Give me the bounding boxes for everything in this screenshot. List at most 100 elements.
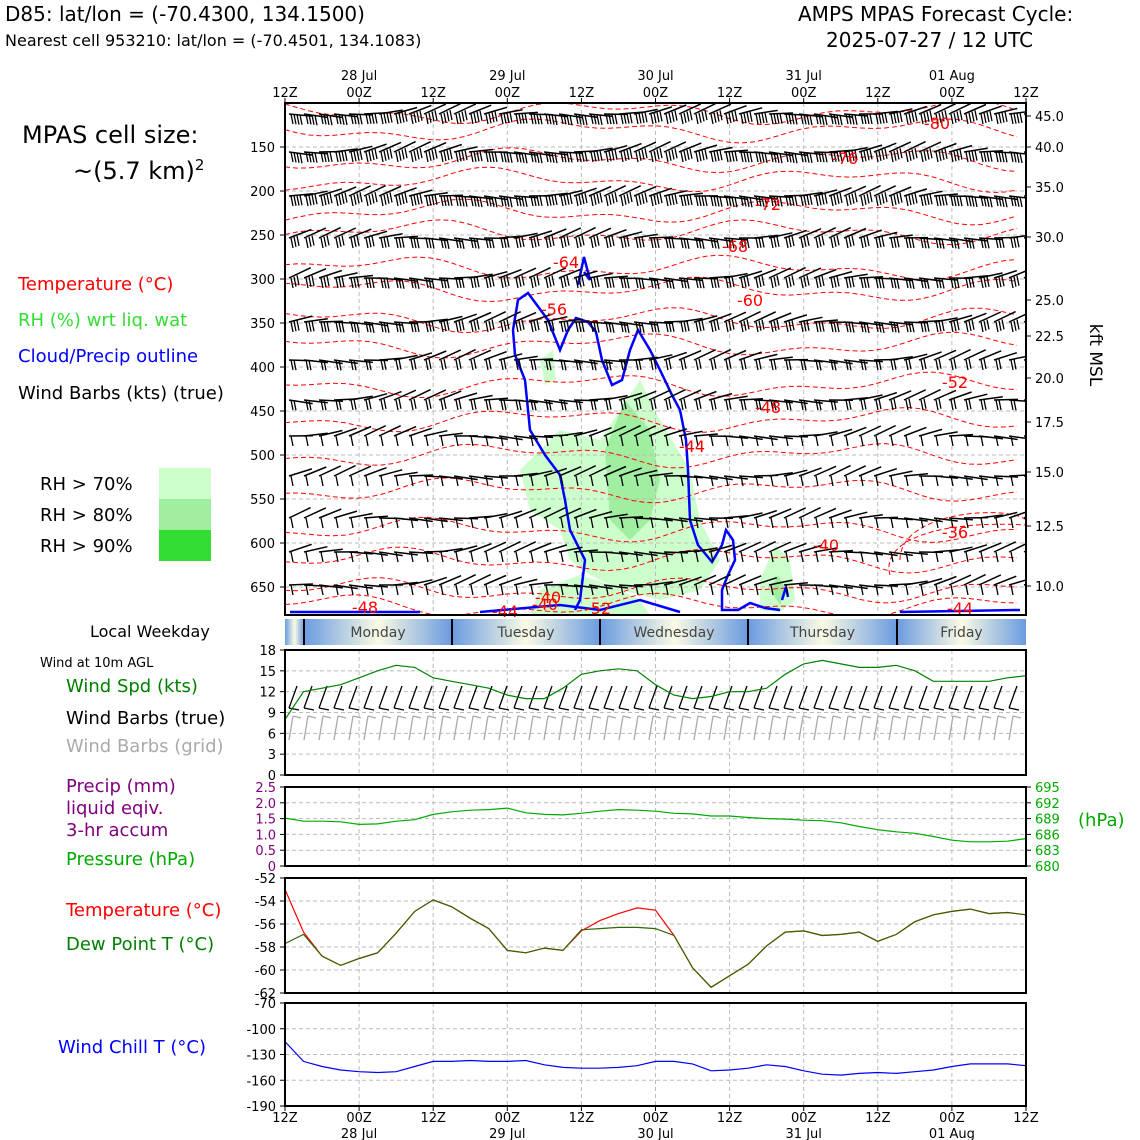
- wind-barb-feather: [851, 150, 855, 162]
- wind-barb-feather: [860, 195, 864, 207]
- wind-barb-feather: [1010, 151, 1014, 163]
- wind-barb-feather: [335, 399, 339, 411]
- wind-barb-shaft: [453, 574, 477, 586]
- wind-barb-feather: [938, 278, 942, 289]
- wind-barb-shaft: [993, 107, 1018, 115]
- wind-barb-feather: [1029, 321, 1031, 331]
- wind-barb-feather: [821, 152, 825, 163]
- wind-barb-feather: [473, 277, 477, 288]
- wind-barb-grid: [738, 715, 744, 741]
- wind-barb-shaft: [438, 103, 461, 115]
- wind-barb-feather: [359, 192, 363, 203]
- wind-barb-feather: [668, 150, 672, 161]
- wind-barb-feather: [905, 584, 909, 596]
- y-tick-label-pressure: 150: [250, 141, 275, 156]
- wind-barb-feather: [638, 359, 642, 370]
- wind-barb-shaft: [678, 192, 703, 197]
- wind-barb-feather: [875, 435, 879, 447]
- wind-barb-shaft: [783, 542, 807, 553]
- wind-barb-feather: [815, 435, 819, 447]
- wind-barb-shaft: [333, 227, 357, 239]
- wind-barb-feather: [488, 237, 492, 249]
- wind-barb-feather: [530, 321, 534, 333]
- wind-barb-feather: [713, 320, 717, 332]
- wind-barb-feather: [986, 111, 990, 123]
- wind-barb-feather: [488, 320, 492, 331]
- wind-barb-feather: [830, 321, 834, 333]
- wind-barb-shaft: [858, 551, 883, 556]
- wind-barb-grid: [663, 715, 669, 741]
- wind-barb-feather: [431, 195, 435, 206]
- wind-barb-shaft: [483, 475, 508, 479]
- wind-barb-feather: [986, 196, 990, 208]
- wind-barb-feather: [725, 399, 729, 411]
- wind-barb-feather: [926, 278, 930, 289]
- wind-barb-feather: [935, 475, 939, 487]
- wind-barb-feather: [686, 195, 690, 206]
- wind-barb-feather: [941, 238, 945, 249]
- wind-barb-shaft: [363, 143, 387, 153]
- wind-barb-true-feather: [363, 707, 375, 711]
- wind-barb-feather: [935, 399, 939, 411]
- wind-barb-feather: [809, 114, 813, 126]
- wind-barb-feather: [878, 359, 882, 371]
- wind-barb-feather: [800, 113, 804, 125]
- wind-barb-feather: [701, 278, 705, 289]
- wind-barb-grid-feather: [487, 715, 497, 719]
- wind-barb-true-feather: [468, 707, 480, 711]
- wind-barb-feather: [350, 399, 354, 411]
- wind-barb-feather: [380, 113, 384, 125]
- wind-barb-shaft: [318, 113, 343, 119]
- wind-barb-feather: [890, 151, 894, 163]
- wind-barb-true: [1008, 685, 1018, 709]
- wind-barb-feather: [590, 321, 594, 333]
- wind-barb-feather: [458, 358, 462, 369]
- wind-barb-feather: [890, 517, 894, 529]
- wind-barb-feather: [755, 551, 759, 563]
- wind-barb-shaft: [558, 431, 583, 437]
- wind-barb-feather: [761, 152, 765, 163]
- y-tick-label: 2.0: [255, 797, 276, 812]
- temperature-contour-label: -72: [755, 195, 781, 214]
- wind-barb-shaft: [918, 577, 943, 586]
- wind-barb-feather: [830, 195, 834, 207]
- legend-wind-chill: Wind Chill T (°C): [58, 1037, 206, 1058]
- wind-barb-feather: [443, 278, 447, 289]
- wind-barb-feather: [761, 319, 765, 330]
- wind-barb-feather: [575, 399, 579, 411]
- wind-barb-shaft: [813, 431, 838, 437]
- wind-barb-feather: [908, 359, 912, 370]
- wind-barb-shaft: [498, 576, 522, 586]
- wind-barb-feather: [761, 237, 765, 248]
- wind-barb-feather: [971, 150, 975, 162]
- wind-barb-feather: [515, 551, 519, 563]
- wind-barb-shaft: [963, 349, 987, 361]
- y-tick-label: 0.5: [255, 844, 276, 859]
- wind-barb-feather: [878, 322, 882, 333]
- wind-barb-shaft: [723, 311, 747, 323]
- wind-barb-feather: [755, 151, 759, 163]
- wind-barb-grid-feather: [562, 715, 572, 719]
- wind-barb-feather: [656, 237, 660, 248]
- wind-barb-feather: [488, 151, 492, 163]
- wind-barb-shaft: [588, 272, 613, 279]
- wind-barb-shaft: [423, 429, 448, 437]
- wind-barb-feather: [299, 153, 303, 164]
- wind-barb-shaft: [708, 544, 733, 553]
- wind-barb-feather: [791, 195, 795, 206]
- wind-barb-feather: [515, 584, 519, 596]
- wind-barb-feather: [290, 399, 294, 411]
- wind-barb-feather: [620, 359, 624, 371]
- wind-barb-feather: [860, 359, 864, 371]
- wind-barb-feather: [509, 112, 513, 123]
- wind-barb-true-feather: [498, 707, 510, 711]
- wind-barb-shaft: [468, 148, 493, 153]
- wind-barb-shaft: [873, 551, 898, 557]
- wind-barb-feather: [710, 584, 714, 596]
- wind-barb-true-feather: [948, 707, 960, 711]
- y-tick-label-height: 15.0: [1035, 466, 1064, 481]
- wind-barb-shaft: [843, 185, 867, 197]
- wind-barb-feather: [440, 151, 444, 163]
- wind-barb-feather: [1029, 277, 1031, 287]
- wind-barb-feather: [344, 114, 348, 126]
